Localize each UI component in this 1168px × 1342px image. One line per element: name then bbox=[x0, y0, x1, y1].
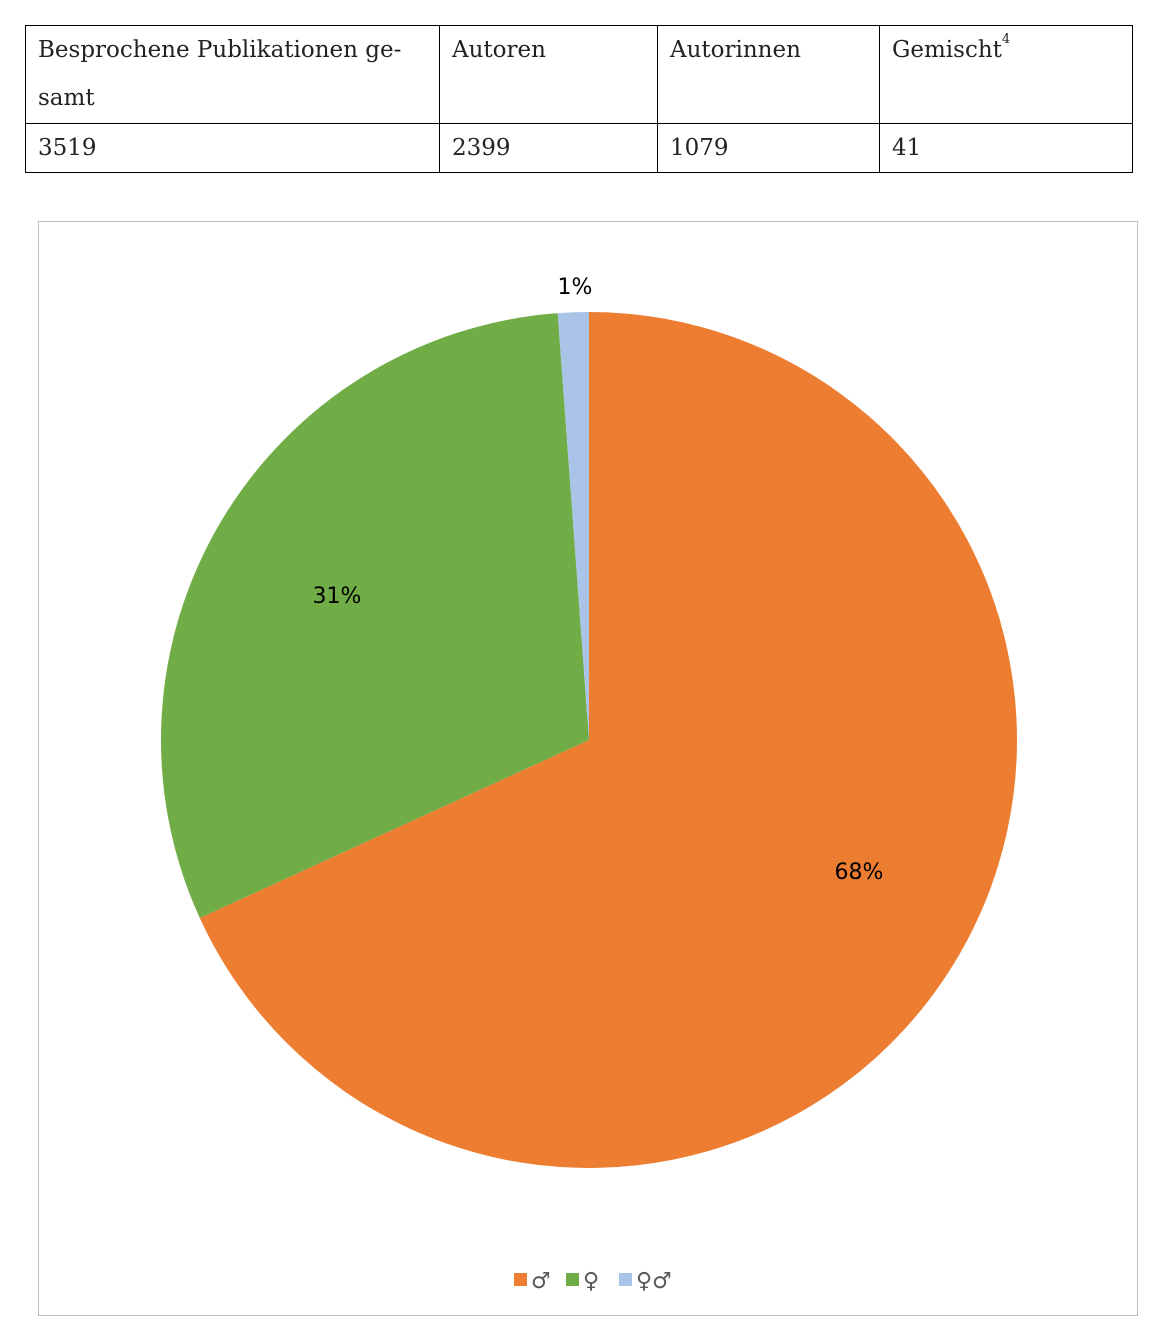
value-mixed: 41 bbox=[879, 123, 1133, 173]
legend-male-swatch bbox=[514, 1273, 527, 1286]
header-authors-male: Autoren bbox=[452, 37, 546, 63]
header-cell-mixed: Gemischt4 bbox=[879, 25, 1133, 124]
slice-label-male: 68% bbox=[835, 860, 884, 885]
legend-female-swatch bbox=[566, 1273, 579, 1286]
legend-male: ♂ bbox=[514, 1269, 551, 1294]
header-mixed: Gemischt bbox=[892, 37, 1002, 63]
legend-mixed-swatch bbox=[619, 1273, 632, 1286]
slice-male bbox=[199, 312, 1018, 1168]
footnote-marker: 4 bbox=[1001, 32, 1011, 47]
header-cell-total: Besprochene Publikationen ge- samt bbox=[25, 25, 440, 124]
legend-female-label: ♀ bbox=[583, 1269, 599, 1294]
header-authors-female: Autorinnen bbox=[670, 37, 801, 63]
legend-female: ♀ bbox=[566, 1269, 599, 1294]
header-total-line2: samt bbox=[38, 85, 95, 111]
legend-mixed-label: ♀♂ bbox=[636, 1269, 672, 1294]
table-value-row: 3519 2399 1079 41 bbox=[25, 123, 1133, 173]
value-authors-male: 2399 bbox=[439, 123, 658, 173]
header-cell-authors-female: Autorinnen bbox=[657, 25, 880, 124]
value-authors-female: 1079 bbox=[657, 123, 880, 173]
value-total: 3519 bbox=[25, 123, 440, 173]
pie-chart-area: 68% 31% 1% ♂ ♀ ♀♂ bbox=[38, 221, 1138, 1316]
header-total-line1: Besprochene Publikationen ge- bbox=[38, 37, 402, 63]
table-header-row: Besprochene Publikationen ge- samt Autor… bbox=[25, 25, 1133, 124]
publication-table: Besprochene Publikationen ge- samt Autor… bbox=[25, 25, 1133, 173]
legend-mixed: ♀♂ bbox=[619, 1269, 672, 1294]
pie-chart: 68% 31% 1% ♂ ♀ ♀♂ bbox=[160, 275, 1018, 1294]
slice-mixed bbox=[557, 312, 589, 740]
slice-label-mixed: 1% bbox=[558, 275, 593, 300]
header-cell-authors-male: Autoren bbox=[439, 25, 658, 124]
legend-male-label: ♂ bbox=[531, 1269, 551, 1294]
slice-label-female: 31% bbox=[313, 584, 362, 609]
slice-female bbox=[160, 313, 589, 919]
